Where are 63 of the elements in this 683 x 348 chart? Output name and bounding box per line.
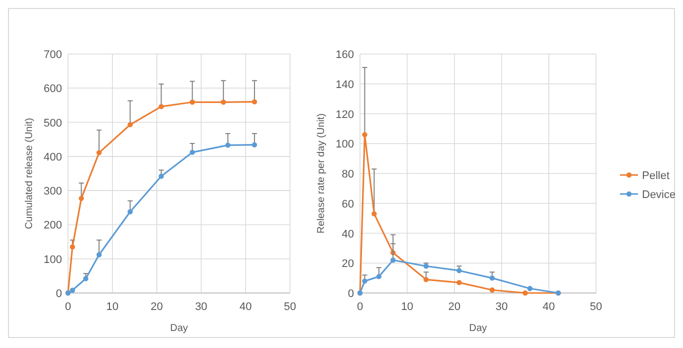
y-tick-label: 600 [44,83,62,96]
point [372,211,377,216]
point [128,122,133,128]
y-tick-label: 80 [342,168,354,180]
point [96,252,102,258]
point [83,276,88,282]
point [527,286,533,292]
point [78,196,84,202]
y-tick-label: 100 [336,138,354,151]
legend-label: Pellet [642,170,670,182]
x-tick-label: 40 [239,301,252,313]
legend-label: Device [642,189,676,201]
y-tick-label: 100 [44,254,62,266]
y-tick-label: 0 [348,288,354,300]
y-tick-label: 160 [336,49,354,61]
y-tick-label: 20 [342,258,354,270]
x-tick-label: 10 [106,301,119,313]
point [362,278,368,284]
y-axis-title: Cumulated release (Unit) [24,118,35,230]
point [225,142,230,148]
point [390,258,396,263]
x-axis-title: Day [469,323,487,334]
y-tick-label: 500 [44,117,62,130]
point [376,274,382,280]
y-axis-title: Release rate per day (Unit) [316,113,327,234]
point [158,104,164,110]
x-tick-label: 30 [495,301,508,313]
point [96,150,102,156]
point [490,287,495,293]
point [490,275,495,281]
x-tick-label: 20 [448,301,461,313]
y-tick-label: 700 [44,49,62,61]
point [70,244,76,250]
y-tick-label: 40 [342,228,354,240]
x-axis-title: Day [170,323,188,334]
x-tick-label: 10 [401,301,414,313]
point [220,100,226,105]
x-tick-label: 30 [195,301,208,313]
point [70,288,76,293]
y-tick-label: 120 [336,108,354,121]
point [190,100,195,105]
point [362,132,368,138]
point [190,150,195,155]
point [423,276,429,282]
point [252,142,258,148]
y-tick-label: 300 [44,186,62,198]
x-tick-label: 20 [150,301,163,313]
point [158,174,164,179]
x-tick-label: 0 [356,301,364,313]
point [128,209,133,214]
y-tick-label: 140 [336,78,354,91]
x-tick-label: 50 [284,301,296,313]
y-tick-label: 0 [56,288,62,300]
y-tick-label: 400 [44,151,62,164]
point [522,290,528,296]
x-tick-label: 0 [64,301,72,313]
y-tick-label: 200 [44,220,62,232]
point [252,99,258,104]
y-tick-label: 60 [342,198,354,210]
x-tick-label: 40 [542,301,555,313]
x-tick-label: 50 [590,301,602,313]
point [423,264,429,269]
point [456,280,462,286]
